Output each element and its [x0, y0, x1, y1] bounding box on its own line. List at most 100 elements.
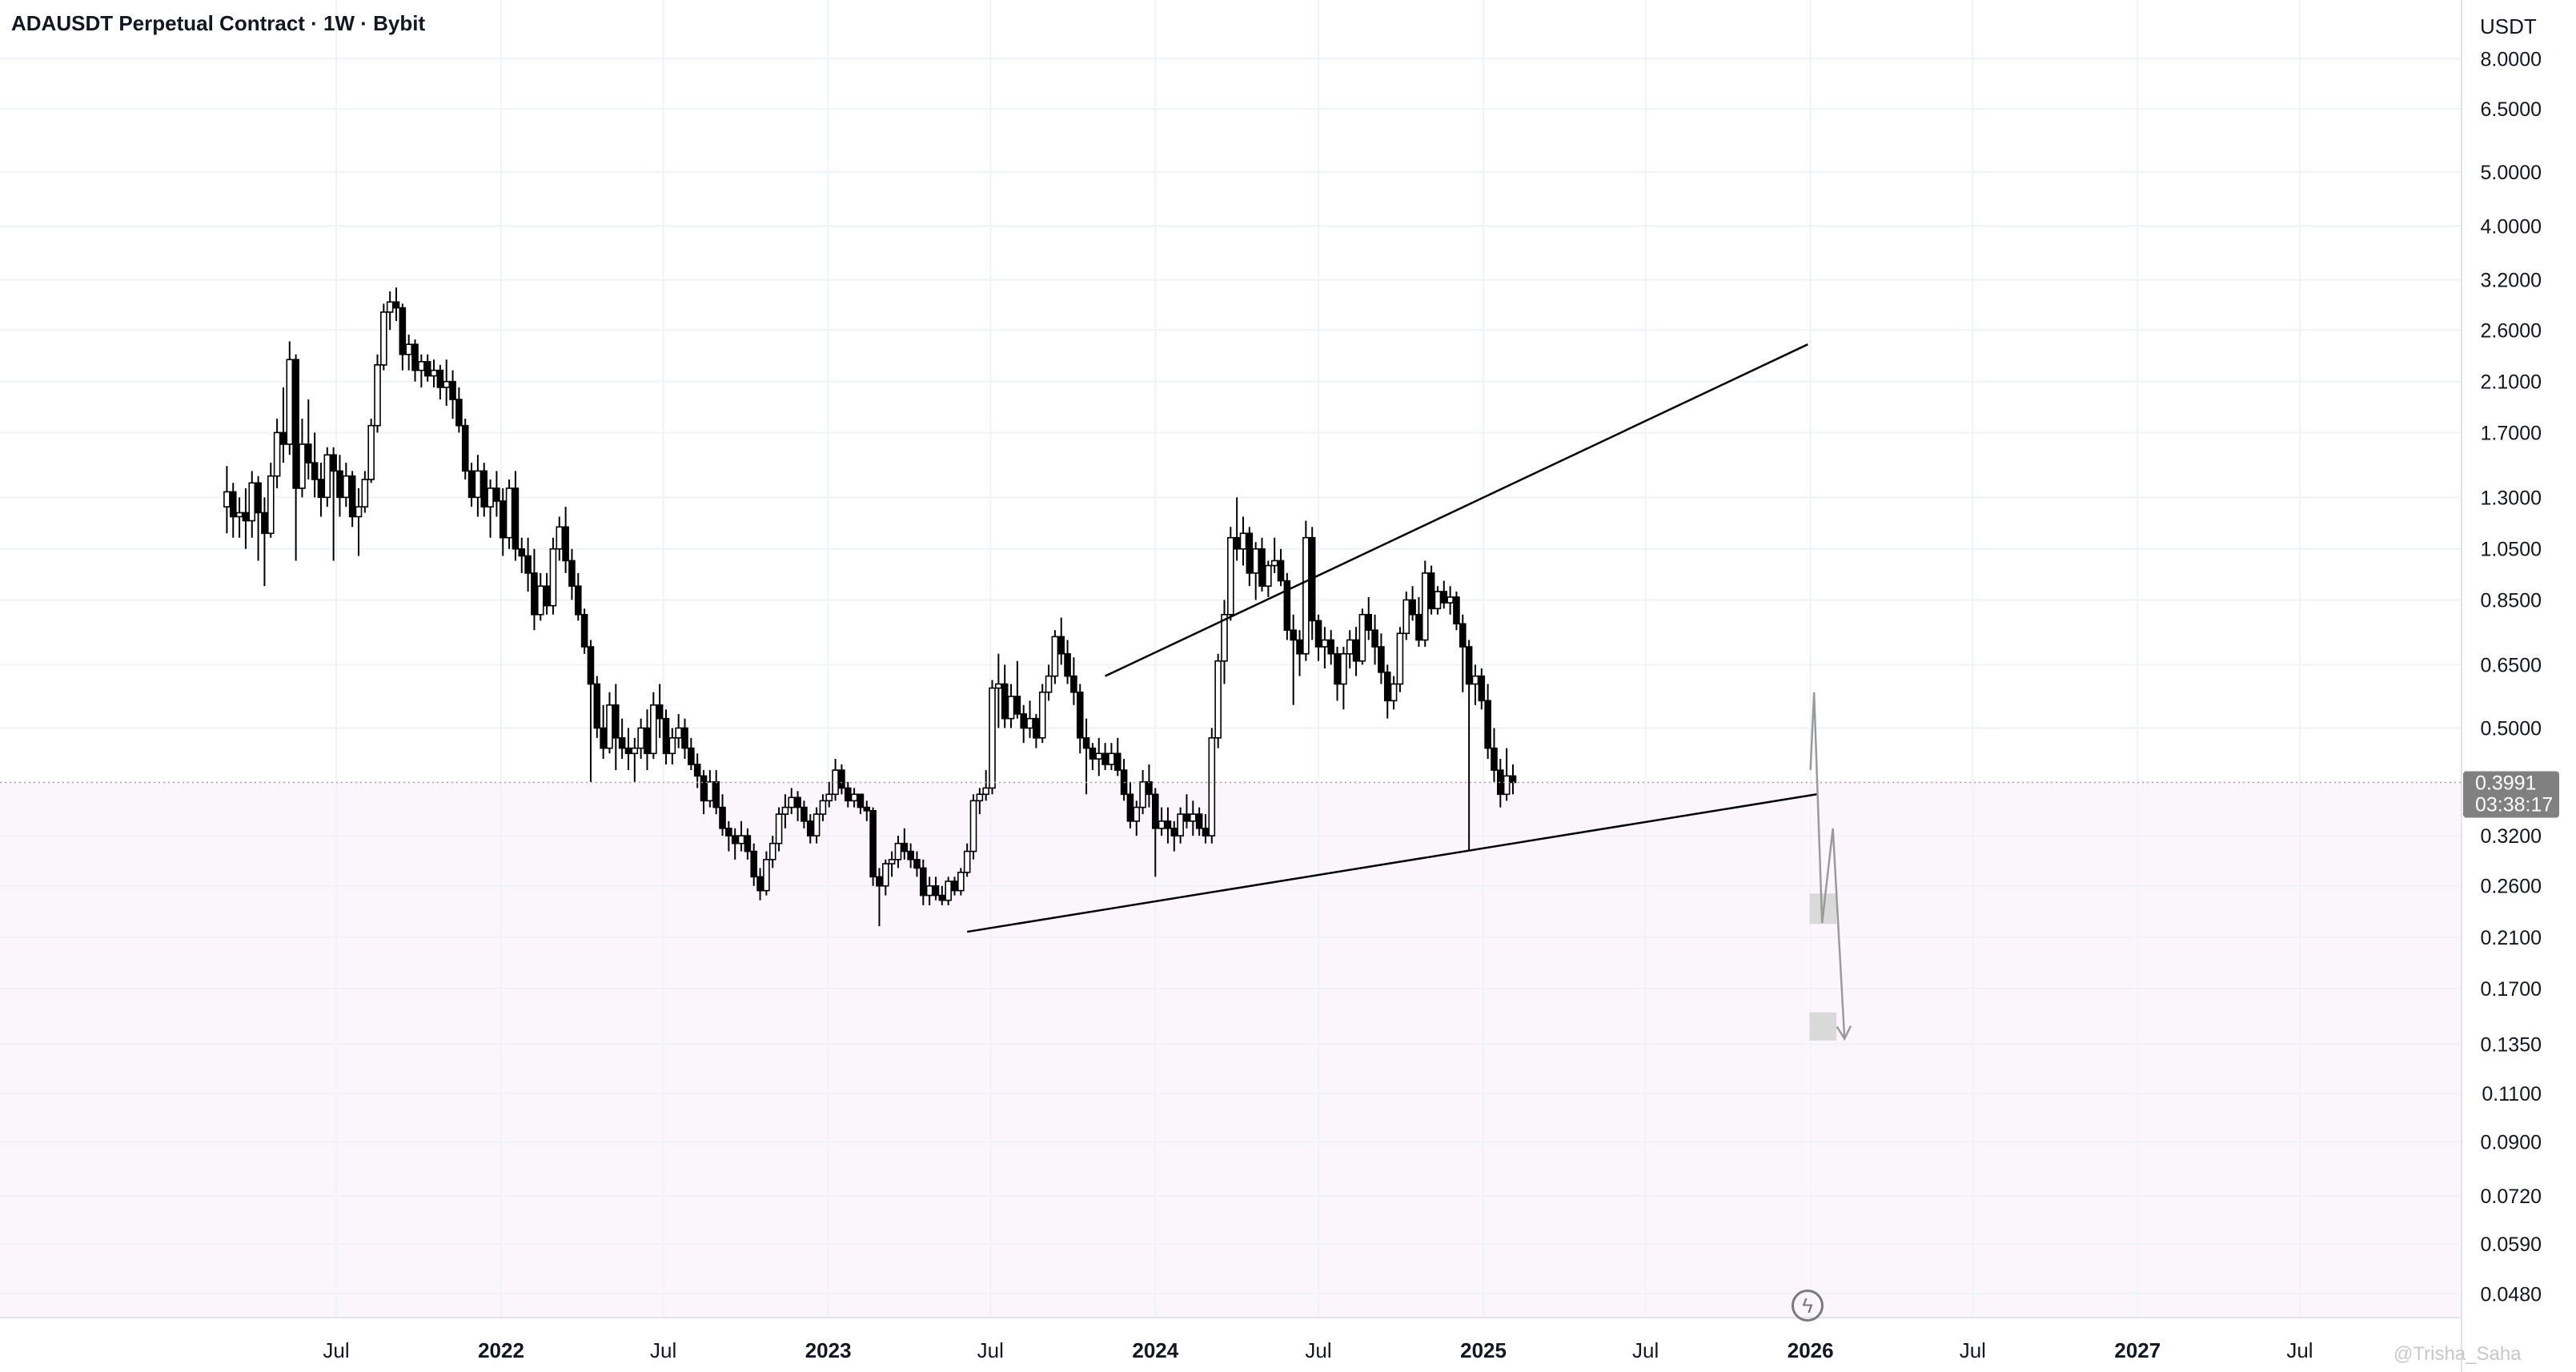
candle-body: [1409, 599, 1416, 616]
candle-body: [1390, 683, 1398, 702]
candle-body: [951, 881, 958, 892]
candle-body: [768, 842, 776, 861]
candle-body: [1108, 752, 1115, 765]
candle-body: [957, 872, 965, 892]
candle-body: [536, 585, 544, 616]
candle-body: [600, 727, 607, 749]
candle-body: [1246, 532, 1254, 574]
candle-body: [1290, 629, 1297, 641]
candle-body: [932, 885, 940, 897]
candle-body: [825, 793, 833, 802]
x-tick-label: 2026: [1788, 1338, 1834, 1362]
x-tick-label: Jul: [977, 1338, 1004, 1362]
candle-body: [1020, 713, 1028, 729]
candle-body: [894, 842, 902, 861]
candle-body: [443, 380, 451, 388]
candle-body: [480, 470, 488, 507]
candle-body: [1302, 536, 1310, 655]
candle-body: [1283, 580, 1291, 632]
candle-body: [1202, 828, 1210, 836]
x-tick-label: Jul: [1632, 1338, 1659, 1362]
candle-body: [1383, 672, 1391, 702]
candle-body: [248, 482, 256, 522]
current-price-box: [2463, 771, 2559, 818]
candle-body: [857, 793, 865, 808]
candle-body: [1208, 737, 1216, 836]
candle-body: [461, 424, 469, 472]
candle-body: [1265, 564, 1272, 588]
candle-body: [989, 687, 996, 789]
candle-body: [1459, 623, 1467, 648]
candle-body: [1446, 596, 1454, 604]
x-tick-label: 2025: [1460, 1338, 1507, 1362]
candle-body: [518, 548, 526, 557]
candle-body: [1252, 548, 1259, 574]
candle-body: [744, 835, 752, 852]
candle-body: [1509, 775, 1517, 784]
candle-body: [925, 885, 933, 897]
candle-body: [255, 482, 262, 514]
y-tick-label: 0.3200: [2481, 825, 2542, 848]
trendline: [1105, 343, 1808, 677]
candle-body: [731, 835, 739, 844]
candle-body: [568, 560, 576, 588]
y-tick-label: 0.1100: [2482, 1083, 2542, 1105]
candle-body: [1133, 806, 1141, 822]
candle-body: [292, 359, 299, 489]
x-tick-label: Jul: [2286, 1338, 2313, 1362]
candle-body: [813, 813, 821, 836]
author-watermark: @Trisha_Saha: [2393, 1343, 2522, 1365]
target-zone: [1809, 1012, 1837, 1041]
trendline: [966, 793, 1817, 933]
candle-body: [405, 343, 412, 355]
currency-unit: USDT: [2480, 14, 2537, 38]
candle-body: [374, 364, 381, 427]
candle-body: [750, 850, 758, 878]
y-tick-label: 0.5000: [2481, 718, 2542, 740]
candle-body: [1158, 820, 1166, 829]
candle-body: [355, 506, 363, 518]
candle-body: [1214, 660, 1222, 739]
candle-body: [800, 806, 808, 822]
candle-body: [1033, 717, 1040, 739]
candle-body: [1126, 793, 1134, 822]
candle-body: [380, 311, 387, 366]
y-tick-label: 0.0720: [2481, 1185, 2542, 1208]
y-tick-label: 0.2600: [2481, 876, 2542, 898]
candle-body: [1007, 696, 1015, 720]
candle-body: [1346, 639, 1354, 655]
candle-body: [474, 470, 482, 499]
candle-body: [242, 511, 250, 522]
candle-body: [1358, 613, 1366, 662]
candle-body: [1026, 717, 1033, 729]
candle-body: [392, 301, 400, 309]
candle-body: [688, 747, 695, 765]
candle-body: [343, 475, 350, 499]
candle-body: [1371, 629, 1378, 648]
candle-body: [562, 526, 569, 562]
candle-body: [1221, 613, 1228, 662]
candle-body: [399, 307, 407, 355]
candle-body: [1478, 675, 1486, 702]
candle-body: [367, 424, 375, 480]
candle-body: [543, 585, 551, 607]
candle-body: [725, 828, 732, 836]
candle-body: [1440, 591, 1448, 604]
candle-body: [1239, 532, 1247, 550]
candle-body: [1453, 596, 1460, 625]
lightning-icon[interactable]: ϟ: [1792, 1290, 1824, 1322]
y-tick-label: 5.0000: [2481, 162, 2542, 184]
candle-body: [819, 800, 827, 815]
candle-body: [1352, 639, 1360, 662]
candle-body: [1465, 646, 1473, 685]
candle-body: [706, 781, 714, 802]
candle-body: [644, 727, 651, 755]
candle-body: [587, 646, 595, 685]
y-tick-label: 0.8500: [2481, 589, 2542, 612]
candle-body: [1045, 675, 1053, 693]
candle-body: [612, 704, 620, 739]
candle-body: [311, 462, 319, 480]
candle-body: [449, 380, 456, 400]
candle-body: [662, 717, 670, 755]
